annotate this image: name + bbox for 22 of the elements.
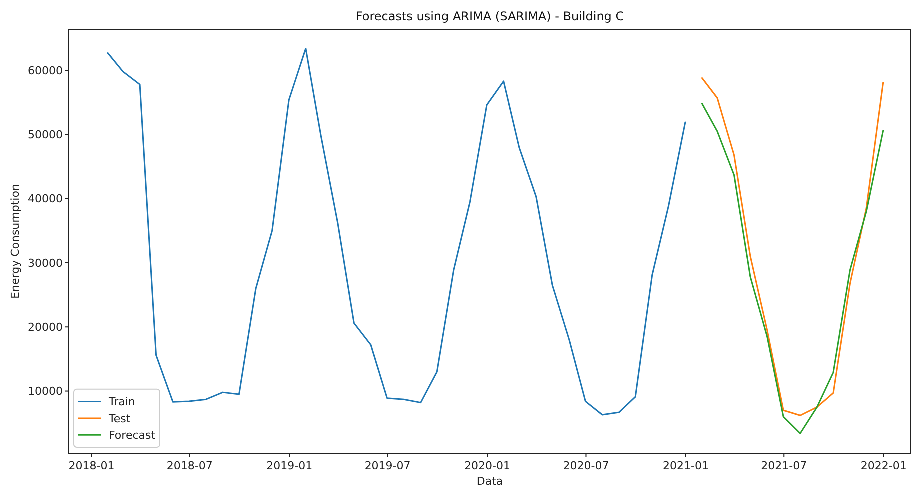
x-axis-title: Data bbox=[476, 475, 504, 488]
x-tick-label: 2018-07 bbox=[166, 460, 213, 472]
y-tick-label: 30000 bbox=[28, 256, 63, 270]
chart-title: Forecasts using ARIMA (SARIMA) - Building C bbox=[356, 10, 624, 24]
line-series bbox=[107, 48, 686, 416]
y-tick-label: 50000 bbox=[28, 128, 63, 142]
x-tick-label: 2020-07 bbox=[563, 460, 610, 472]
legend-label: Test bbox=[108, 412, 132, 426]
legend-label: Forecast bbox=[109, 429, 156, 442]
x-tick-label: 2018-01 bbox=[68, 460, 115, 472]
x-tick-label: 2022-01 bbox=[860, 460, 907, 472]
legend-label: Train bbox=[108, 396, 136, 409]
x-tick-label: 2019-07 bbox=[364, 460, 411, 472]
x-tick-label: 2021-01 bbox=[663, 460, 709, 472]
x-tick-label: 2020-01 bbox=[464, 460, 511, 472]
y-tick-label: 20000 bbox=[28, 320, 63, 334]
x-tick-label: 2021-07 bbox=[761, 460, 808, 472]
y-tick-label: 60000 bbox=[28, 64, 63, 78]
x-tick-label: 2019-01 bbox=[266, 460, 313, 472]
y-tick-label: 10000 bbox=[28, 385, 63, 398]
y-tick-label: 40000 bbox=[28, 192, 63, 206]
y-axis-title: Energy Consumption bbox=[9, 184, 22, 299]
